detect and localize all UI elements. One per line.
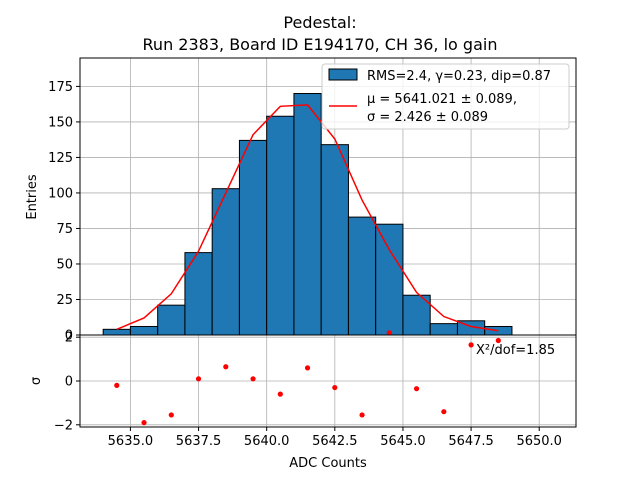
residual-point xyxy=(141,420,147,426)
residual-point xyxy=(441,409,447,415)
residual-point xyxy=(250,376,256,382)
top-y-tick-label: 150 xyxy=(48,115,73,130)
residual-point xyxy=(468,342,474,348)
bottom-y-tick-label: 0 xyxy=(65,375,73,390)
bottom-y-tick-label: −2 xyxy=(54,418,73,433)
chi2-annotation: X²/dof=1.85 xyxy=(476,343,555,358)
fit-curve xyxy=(116,104,499,332)
x-tick-label: 5635.0 xyxy=(108,434,154,449)
chart-title-line1: Pedestal: xyxy=(283,13,356,32)
x-tick-label: 5642.5 xyxy=(312,434,358,449)
residual-point xyxy=(386,330,392,336)
histogram-bar xyxy=(157,304,186,336)
residual-point xyxy=(359,412,365,418)
residual-point xyxy=(168,412,174,418)
residual-point xyxy=(195,376,202,382)
legend-box xyxy=(321,63,570,130)
x-tick-label: 5637.5 xyxy=(176,434,222,449)
x-tick-label: 5650.0 xyxy=(516,434,562,449)
top-y-tick-label: 75 xyxy=(56,222,73,237)
legend-hist-swatch xyxy=(328,68,358,81)
histogram-bar xyxy=(211,188,240,336)
residual-point xyxy=(223,364,229,370)
fit-curve-group xyxy=(116,104,499,332)
histogram-bar xyxy=(375,223,404,336)
legend-fit-label-line1: μ = 5641.021 ± 0.089, xyxy=(367,92,517,107)
top-y-axis-label: Entries xyxy=(25,174,40,220)
bottom-y-tick-label: 2 xyxy=(65,331,73,346)
histogram-bar xyxy=(347,216,377,336)
histogram-bar xyxy=(320,144,349,336)
residual-point xyxy=(495,337,501,344)
legend-hist-label: RMS=2.4, γ=0.23, dip=0.87 xyxy=(367,69,551,84)
residual-points xyxy=(114,330,501,426)
x-tick-label: 5640.0 xyxy=(244,434,290,449)
x-ticks: 5635.0 5637.5 5640.0 5642.5 5645.0 5647.5 5650… xyxy=(108,427,562,449)
x-tick-label: 5645.0 xyxy=(380,434,426,449)
histogram-bar xyxy=(129,325,159,336)
top-y-tick-label: 125 xyxy=(48,151,73,166)
histogram-bar xyxy=(238,139,268,336)
histogram-bar xyxy=(429,323,458,336)
top-y-tick-label: 25 xyxy=(56,293,73,308)
bottom-y-axis-label: σ xyxy=(29,377,44,385)
bottom-grid xyxy=(80,335,576,427)
residual-point xyxy=(413,386,420,392)
top-y-ticks: 0 25 50 75 100 125 150 175 xyxy=(48,80,80,344)
histogram-bar xyxy=(293,93,322,336)
histogram-bar xyxy=(102,328,131,336)
top-y-tick-label: 0 xyxy=(65,329,73,344)
x-axis-label: ADC Counts xyxy=(289,456,367,471)
legend-fit-label-line2: σ = 2.426 ± 0.089 xyxy=(367,110,488,125)
legend: RMS=2.4, γ=0.23, dip=0.87 μ = 5641.021 ±… xyxy=(321,63,570,130)
top-y-tick-label: 50 xyxy=(56,257,73,272)
histogram-bars xyxy=(102,93,513,336)
x-tick-label: 5647.5 xyxy=(448,434,494,449)
top-y-tick-label: 175 xyxy=(48,80,73,95)
residual-point xyxy=(277,391,283,397)
top-y-tick-label: 100 xyxy=(48,186,73,201)
residual-point xyxy=(332,384,338,391)
bottom-y-ticks: −202 xyxy=(54,331,80,433)
histogram-bar xyxy=(266,115,295,336)
histogram-bar xyxy=(402,294,431,336)
residual-point xyxy=(114,382,120,388)
residual-point xyxy=(304,365,311,371)
chart-title-line2: Run 2383, Board ID E194170, CH 36, lo ga… xyxy=(143,35,498,54)
